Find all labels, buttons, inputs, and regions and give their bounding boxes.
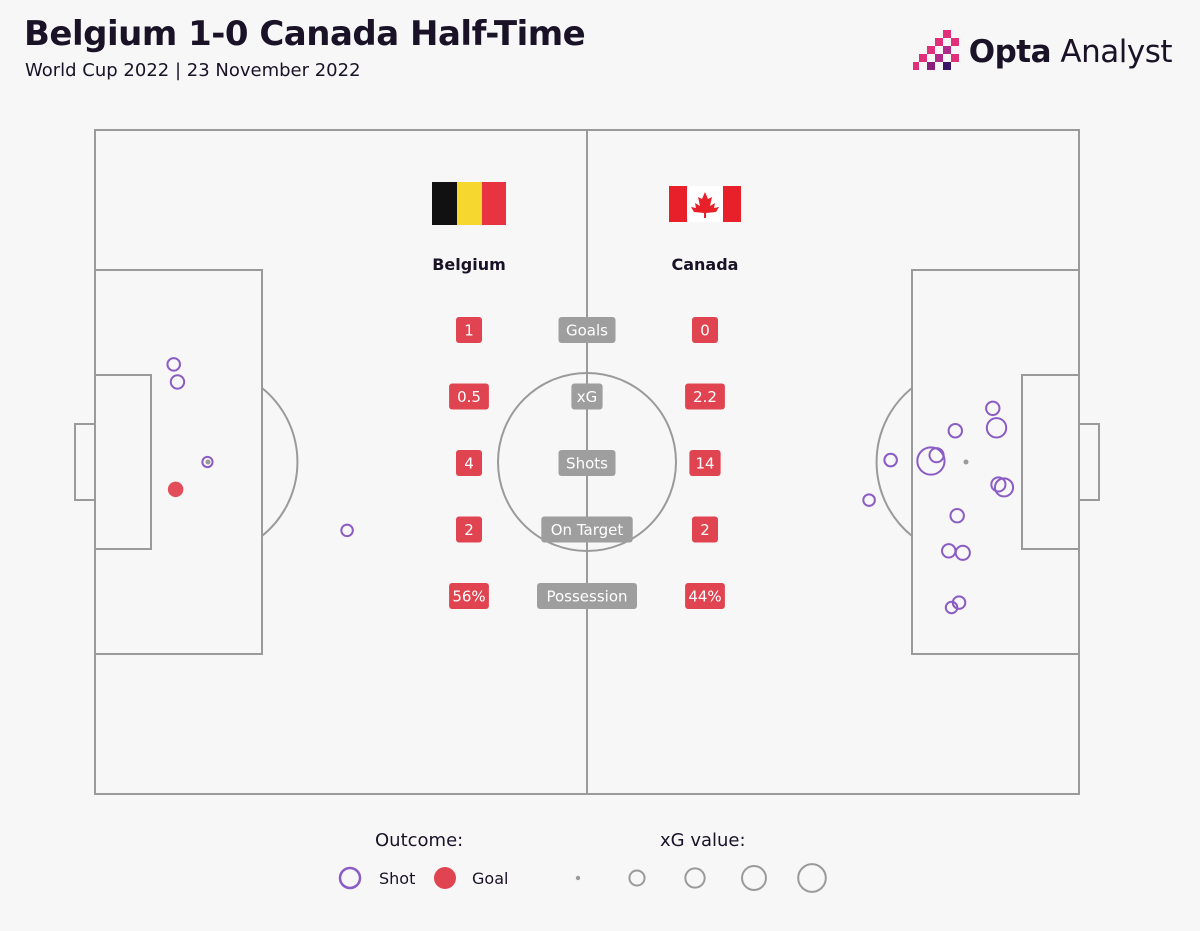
stat-belgium-value: 1 xyxy=(464,322,474,340)
left-goal xyxy=(74,423,96,501)
legend xyxy=(338,863,827,893)
legend-shot-label: Shot xyxy=(379,869,416,888)
legend-xg-title: xG value: xyxy=(660,830,746,851)
stat-canada-value: 2 xyxy=(700,521,710,539)
stats-table: 1 Goals 0 0.5 xG 2.2 4 Shots 14 2 On Target 2 56% Pos… xyxy=(449,317,725,609)
stat-belgium-value: 0.5 xyxy=(457,388,481,406)
stat-canada-value-bg xyxy=(685,583,725,609)
brand-name: Opta Analyst xyxy=(968,34,1173,70)
xg-size-legend xyxy=(575,863,827,893)
stat-belgium-value-bg xyxy=(456,516,482,543)
left-penalty-spot xyxy=(205,459,211,465)
shot-marker xyxy=(985,417,1008,439)
left-six-yard-box xyxy=(94,374,152,550)
stat-label-bg xyxy=(571,383,603,410)
shot-marker xyxy=(916,446,946,476)
shot-marker xyxy=(954,544,971,561)
stat-canada-value: 0 xyxy=(700,322,710,340)
stat-belgium-value: 56% xyxy=(452,588,485,606)
stat-belgium-value: 4 xyxy=(464,455,474,473)
shot-marker xyxy=(340,523,354,538)
stat-label-bg xyxy=(558,317,616,343)
xg-legend-marker xyxy=(628,869,646,887)
stat-canada-value-bg xyxy=(692,516,718,543)
xg-legend-marker xyxy=(575,875,581,881)
stat-canada-value: 44% xyxy=(688,588,721,606)
shot-marker xyxy=(990,476,1007,493)
canada-flag-icon xyxy=(669,186,741,222)
brand-logo: Opta Analyst xyxy=(912,30,1173,74)
brand-name-rest: Analyst xyxy=(1051,34,1172,70)
stat-canada-value-bg xyxy=(692,317,718,343)
xg-legend-marker xyxy=(684,867,706,889)
stat-canada-value-bg xyxy=(685,383,725,410)
right-penalty-arc xyxy=(875,387,913,537)
shot-marker xyxy=(947,423,963,439)
right-goal xyxy=(1078,423,1100,501)
shot-marker xyxy=(166,357,181,372)
stat-belgium-value: 2 xyxy=(464,521,474,539)
legend-goal-label: Goal xyxy=(472,869,509,888)
shot-marker xyxy=(169,374,186,390)
stat-belgium-value-bg xyxy=(456,450,482,476)
shot-marker xyxy=(883,452,898,468)
legend-outcome-title: Outcome: xyxy=(375,830,464,851)
stat-canada-value-bg xyxy=(689,450,721,476)
legend-goal-marker xyxy=(434,867,456,889)
team-name-belgium: Belgium xyxy=(432,255,506,274)
legend-shot-marker xyxy=(338,866,362,890)
right-penalty-spot xyxy=(963,459,969,465)
stat-label: Goals xyxy=(566,322,608,340)
stat-label-bg xyxy=(541,516,633,543)
team-name-canada: Canada xyxy=(672,255,739,274)
stat-label: On Target xyxy=(551,521,624,539)
shot-marker xyxy=(944,600,959,615)
shot-marker xyxy=(993,477,1015,498)
stat-belgium-value-bg xyxy=(456,317,482,343)
stat-label: Shots xyxy=(566,455,608,473)
stat-belgium-value-bg xyxy=(449,583,489,609)
shot-marker xyxy=(949,508,965,524)
chart-subtitle: World Cup 2022 | 23 November 2022 xyxy=(25,60,361,81)
shot-markers xyxy=(166,357,1015,615)
stat-canada-value: 2.2 xyxy=(693,388,717,406)
stat-canada-value: 14 xyxy=(695,455,714,473)
left-penalty-area xyxy=(94,269,263,655)
shot-marker xyxy=(201,455,214,469)
stat-label: xG xyxy=(577,388,598,406)
chart-title: Belgium 1-0 Canada Half-Time xyxy=(24,14,586,54)
stat-belgium-value-bg xyxy=(449,383,489,410)
brand-name-bold: Opta xyxy=(968,34,1052,70)
xg-legend-marker xyxy=(741,865,767,891)
xg-legend-marker xyxy=(797,863,827,893)
shot-marker xyxy=(862,493,876,507)
belgium-flag-icon xyxy=(432,182,506,225)
stat-label-bg xyxy=(537,583,637,609)
shot-marker xyxy=(985,400,1001,416)
centre-circle xyxy=(497,372,677,552)
opta-logo-icon xyxy=(912,30,959,70)
stat-label-bg xyxy=(558,450,616,476)
shot-marker xyxy=(928,447,945,464)
stat-label: Possession xyxy=(546,588,627,606)
goal-marker xyxy=(167,481,184,498)
left-penalty-arc xyxy=(261,387,299,537)
right-six-yard-box xyxy=(1021,374,1080,550)
shot-marker xyxy=(941,543,957,559)
